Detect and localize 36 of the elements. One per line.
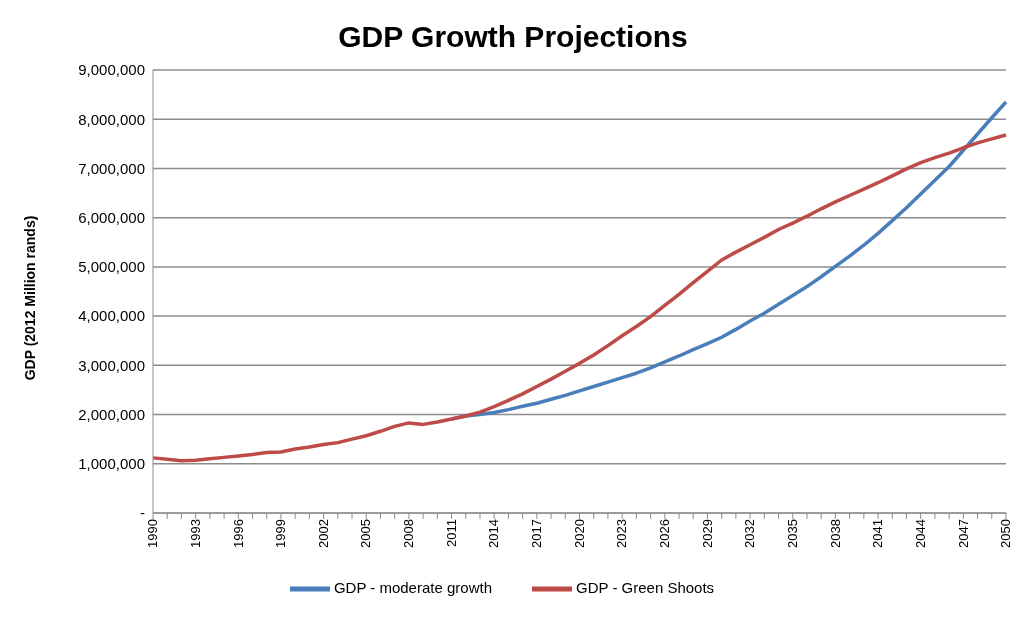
y-tick-label: 6,000,000 xyxy=(78,208,145,226)
x-tick-label: 2050 xyxy=(998,519,1014,548)
x-tick-label: 2047 xyxy=(955,519,971,548)
x-tick-label: 2038 xyxy=(827,519,843,548)
x-tick-label: 2029 xyxy=(699,519,715,548)
x-tick-label: 2011 xyxy=(443,519,459,547)
x-tick-label: 2002 xyxy=(315,519,331,548)
x-tick-label: 2008 xyxy=(401,519,417,548)
y-tick-label: - xyxy=(140,504,145,522)
legend-label: GDP - moderate growth xyxy=(333,578,492,596)
x-tick-label: 2035 xyxy=(784,519,800,548)
y-axis-title: GDP (2012 Million rands) xyxy=(22,215,39,381)
y-tick-label: 9,000,000 xyxy=(78,61,145,79)
x-tick-label: 2026 xyxy=(657,519,673,548)
line-series xyxy=(151,133,1008,463)
legend-label: GDP - Green Shoots xyxy=(576,578,715,596)
x-tick-label: 1993 xyxy=(187,519,203,548)
x-tick-label: 1996 xyxy=(230,519,246,548)
y-tick-label: 1,000,000 xyxy=(78,455,145,473)
x-tick-label: 2044 xyxy=(912,519,928,548)
x-tick-label: 2020 xyxy=(571,519,587,548)
x-tick-label: 2032 xyxy=(742,519,758,548)
y-tick-label: 2,000,000 xyxy=(78,405,145,423)
y-tick-label: 7,000,000 xyxy=(78,159,145,177)
y-tick-label: 8,000,000 xyxy=(78,110,145,128)
x-tick-label: 2041 xyxy=(870,519,886,548)
x-tick-label: 2005 xyxy=(358,519,374,548)
y-tick-label: 4,000,000 xyxy=(78,307,145,325)
y-tick-label: 5,000,000 xyxy=(78,258,145,276)
chart-title: GDP Growth Projections xyxy=(338,20,688,53)
x-tick-label: 1999 xyxy=(273,519,289,548)
x-tick-label: 2023 xyxy=(614,519,630,548)
x-tick-label: 2017 xyxy=(529,519,545,548)
x-tick-label: 2014 xyxy=(486,519,502,548)
y-tick-label: 3,000,000 xyxy=(78,356,145,374)
x-tick-label: 1990 xyxy=(145,519,161,548)
